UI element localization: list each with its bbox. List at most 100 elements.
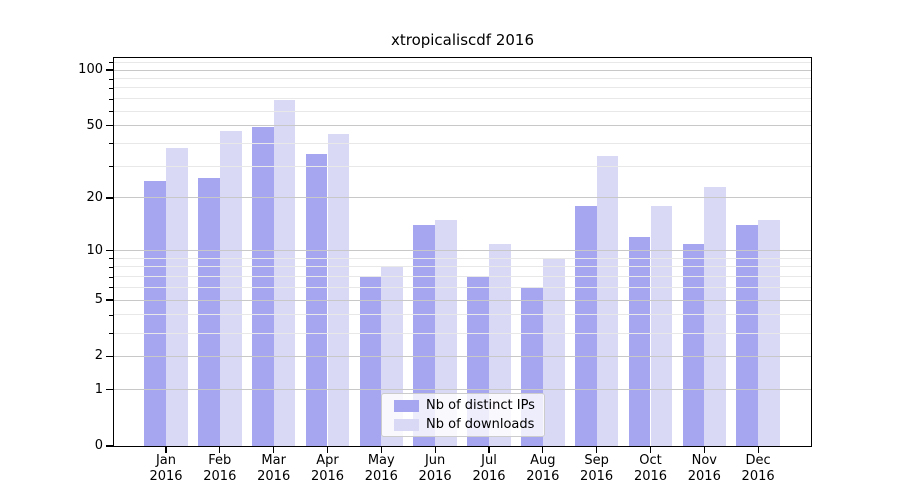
- y-axis-tick-label: 0: [94, 438, 103, 453]
- x-label-month: Nov: [691, 453, 717, 468]
- legend-label-distinct-ips: Nb of distinct IPs: [426, 398, 535, 413]
- y-axis-minor-tick: [109, 87, 113, 89]
- x-axis-tick: [703, 447, 705, 453]
- y-axis-minor-tick: [109, 98, 113, 100]
- bar-distinct-ips-mar: [251, 127, 274, 446]
- minor-gridline: [114, 110, 811, 112]
- x-axis-tick-label: Feb 2016: [190, 453, 250, 485]
- x-axis-tick-label: Sep 2016: [567, 453, 627, 485]
- minor-gridline: [114, 61, 811, 63]
- bar-distinct-ips-jun: [413, 225, 436, 446]
- x-axis-tick-label: Jun 2016: [405, 453, 465, 485]
- x-label-year: 2016: [257, 469, 291, 484]
- bar-downloads-jan: [166, 147, 188, 446]
- minor-gridline: [114, 314, 811, 316]
- y-axis-tick: [106, 388, 113, 391]
- x-label-month: Dec: [745, 453, 771, 468]
- minor-gridline: [114, 98, 811, 100]
- x-axis-tick-label: Jul 2016: [459, 453, 519, 485]
- x-label-month: Apr: [316, 453, 339, 468]
- y-axis-tick-label: 1: [94, 381, 103, 397]
- x-label-month: May: [367, 453, 395, 468]
- bar-downloads-apr: [327, 134, 350, 446]
- bar-distinct-ips-sep: [574, 206, 597, 446]
- major-gridline: [114, 125, 811, 127]
- y-axis-tick-label: 100: [78, 62, 103, 77]
- y-axis-minor-tick: [109, 78, 113, 80]
- x-label-month: Sep: [584, 453, 609, 468]
- major-gridline: [114, 299, 811, 301]
- y-axis-tick: [106, 355, 113, 358]
- x-axis-tick-label: May 2016: [351, 453, 411, 485]
- x-label-month: Jan: [155, 453, 177, 468]
- y-axis-minor-tick: [109, 111, 113, 113]
- minor-gridline: [114, 142, 811, 144]
- y-axis-tick-label: 5: [94, 292, 103, 308]
- y-axis-minor-tick: [109, 62, 113, 64]
- x-label-year: 2016: [580, 469, 614, 484]
- x-label-year: 2016: [687, 469, 721, 484]
- x-label-year: 2016: [633, 469, 668, 484]
- x-axis-tick: [542, 447, 544, 453]
- x-axis-tick: [165, 447, 167, 453]
- x-label-year: 2016: [149, 469, 183, 484]
- bar-downloads-sep: [596, 156, 619, 446]
- y-axis-tick: [106, 125, 113, 127]
- bar-distinct-ips-may: [359, 276, 382, 446]
- bar-downloads-mar: [273, 99, 296, 446]
- legend-item-distinct-ips: Nb of distinct IPs: [394, 398, 544, 413]
- x-label-month: Jun: [424, 453, 446, 468]
- x-axis-tick-label: Mar 2016: [244, 453, 304, 485]
- y-axis-tick: [106, 250, 113, 252]
- bar-distinct-ips-oct: [628, 237, 651, 446]
- major-gridline: [114, 355, 811, 357]
- bar-downloads-oct: [650, 206, 673, 446]
- x-label-year: 2016: [364, 469, 398, 484]
- x-axis-tick: [488, 447, 490, 453]
- y-axis-minor-tick: [109, 276, 113, 278]
- x-label-year: 2016: [310, 469, 345, 484]
- minor-gridline: [114, 286, 811, 288]
- x-axis-tick-label: Nov 2016: [674, 453, 734, 485]
- x-axis-tick-label: Jan 2016: [136, 453, 196, 485]
- major-gridline: [114, 250, 811, 252]
- chart-title: xtropicaliscdf 2016: [390, 31, 535, 49]
- bar-downloads-aug: [542, 258, 565, 446]
- y-axis-tick-label: 20: [86, 189, 103, 205]
- legend: Nb of distinct IPs Nb of downloads: [381, 393, 545, 437]
- legend-item-downloads: Nb of downloads: [394, 417, 544, 432]
- plot-area: Nb of distinct IPs Nb of downloads: [113, 57, 812, 447]
- major-gridline: [114, 389, 811, 391]
- legend-label-downloads: Nb of downloads: [426, 417, 535, 432]
- y-axis-tick: [106, 445, 113, 447]
- y-axis-minor-tick: [109, 166, 113, 168]
- y-axis-minor-tick: [109, 266, 113, 268]
- x-label-month: Feb: [208, 453, 232, 468]
- bar-downloads-nov: [704, 187, 727, 446]
- x-label-month: Jul: [481, 453, 497, 468]
- y-axis-tick-label: 50: [86, 117, 103, 133]
- minor-gridline: [114, 257, 811, 259]
- x-axis-tick: [273, 447, 275, 453]
- x-label-month: Oct: [639, 453, 662, 468]
- y-axis-tick-label: 10: [86, 242, 103, 258]
- x-axis-tick: [434, 447, 436, 453]
- minor-gridline: [114, 276, 811, 278]
- y-axis-tick: [106, 69, 113, 71]
- minor-gridline: [114, 165, 811, 167]
- y-axis-minor-tick: [109, 143, 113, 145]
- y-axis-minor-tick: [109, 333, 113, 335]
- bar-distinct-ips-jan: [144, 180, 166, 446]
- x-label-month: Mar: [261, 453, 286, 468]
- minor-gridline: [114, 266, 811, 268]
- x-axis-tick-label: Dec 2016: [728, 453, 788, 485]
- bar-distinct-ips-dec: [736, 225, 759, 446]
- x-axis-tick-label: Apr 2016: [298, 453, 358, 485]
- x-label-year: 2016: [526, 469, 560, 484]
- bar-distinct-ips-nov: [682, 243, 705, 446]
- major-gridline: [114, 197, 811, 199]
- y-axis-tick: [106, 197, 113, 199]
- y-axis-minor-tick: [109, 287, 113, 289]
- x-axis-tick: [326, 447, 329, 453]
